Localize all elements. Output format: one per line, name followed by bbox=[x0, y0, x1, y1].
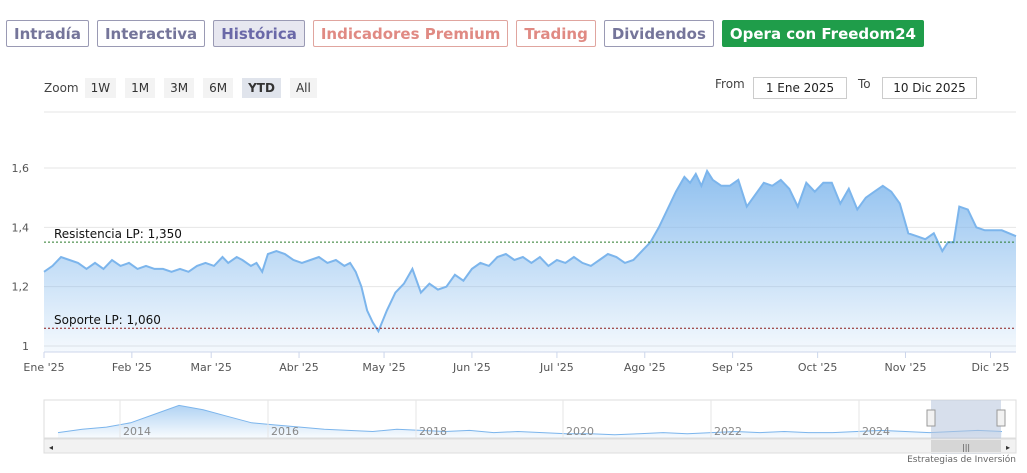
from-date-input[interactable]: 1 Ene 2025 bbox=[753, 77, 847, 99]
tab-intradía[interactable]: Intradía bbox=[6, 20, 89, 47]
x-tick-label: Ago '25 bbox=[624, 361, 666, 374]
x-tick-label: Nov '25 bbox=[884, 361, 926, 374]
zoom-button-6m[interactable]: 6M bbox=[203, 78, 234, 98]
to-date-input[interactable]: 10 Dic 2025 bbox=[882, 77, 977, 99]
price-line bbox=[43, 168, 1017, 334]
zoom-button-all[interactable]: All bbox=[289, 78, 317, 98]
navigator-selection bbox=[931, 400, 1001, 454]
x-tick-label: Jul '25 bbox=[539, 361, 574, 374]
x-tick-label: Dic '25 bbox=[971, 361, 1009, 374]
navigator-year-label: 2014 bbox=[123, 425, 151, 438]
price-area bbox=[44, 171, 1016, 352]
chart-tabs: Intradía Interactiva Histórica Indicadores … bbox=[6, 20, 924, 47]
zoom-button-3m[interactable]: 3M bbox=[164, 78, 195, 98]
navigator-frame bbox=[43, 399, 1017, 439]
navigator-year-label: 2016 bbox=[271, 425, 299, 438]
tab-interactiva[interactable]: Interactiva bbox=[96, 20, 206, 47]
navigator-scrollbar[interactable] bbox=[43, 438, 1017, 454]
x-tick-label: Jun '25 bbox=[452, 361, 491, 374]
navigator-scrollbar-thumb[interactable] bbox=[931, 440, 1001, 452]
navigator-year-label: 2020 bbox=[566, 425, 594, 438]
x-tick-label: Mar '25 bbox=[191, 361, 232, 374]
navigator-handle-left[interactable] bbox=[926, 409, 936, 427]
tab-indicadores-premium[interactable]: Indicadores Premium bbox=[312, 20, 509, 47]
resistance-label: Resistencia LP: 1,350 bbox=[54, 227, 182, 241]
y-tick-label: 1,6 bbox=[12, 162, 30, 175]
to-label: To bbox=[858, 77, 871, 91]
y-tick-label: 1,2 bbox=[12, 281, 30, 294]
navigator-handle-right[interactable] bbox=[996, 409, 1006, 427]
x-tick-label: Feb '25 bbox=[112, 361, 152, 374]
x-tick-label: Abr '25 bbox=[279, 361, 319, 374]
x-tick-label: Sep '25 bbox=[712, 361, 753, 374]
navigator-year-label: 2024 bbox=[862, 425, 890, 438]
zoom-button-1w[interactable]: 1W bbox=[84, 78, 117, 98]
navigator-line bbox=[57, 404, 1003, 436]
navigator-area bbox=[58, 405, 1002, 438]
zoom-label: Zoom bbox=[44, 81, 79, 95]
tab-dividendos[interactable]: Dividendos bbox=[603, 20, 714, 47]
zoom-controls: Zoom 1W 1M 3M 6M YTD All bbox=[44, 78, 326, 98]
zoom-button-ytd[interactable]: YTD bbox=[242, 78, 281, 98]
navigator-year-label: 2018 bbox=[419, 425, 447, 438]
navigator-year-label: 2022 bbox=[714, 425, 742, 438]
tab-histórica[interactable]: Histórica bbox=[213, 20, 305, 47]
scrollbar-grip-icon: ||| bbox=[962, 443, 970, 452]
chart-credit: Estrategias de Inversión bbox=[907, 455, 1016, 465]
x-tick-label: Ene '25 bbox=[23, 361, 64, 374]
x-tick-label: May '25 bbox=[362, 361, 405, 374]
from-label: From bbox=[715, 77, 745, 91]
y-tick-label: 1,4 bbox=[12, 221, 30, 234]
tab-trading[interactable]: Trading bbox=[516, 20, 596, 47]
tab-opera-con-freedom24[interactable]: Opera con Freedom24 bbox=[721, 20, 924, 47]
scroll-left-arrow[interactable]: ◂ bbox=[49, 443, 53, 452]
support-label: Soporte LP: 1,060 bbox=[54, 313, 161, 327]
y-tick-label: 1 bbox=[22, 340, 29, 353]
zoom-button-1m[interactable]: 1M bbox=[125, 78, 156, 98]
scroll-right-arrow[interactable]: ▸ bbox=[1006, 443, 1010, 452]
x-tick-label: Oct '25 bbox=[798, 361, 838, 374]
